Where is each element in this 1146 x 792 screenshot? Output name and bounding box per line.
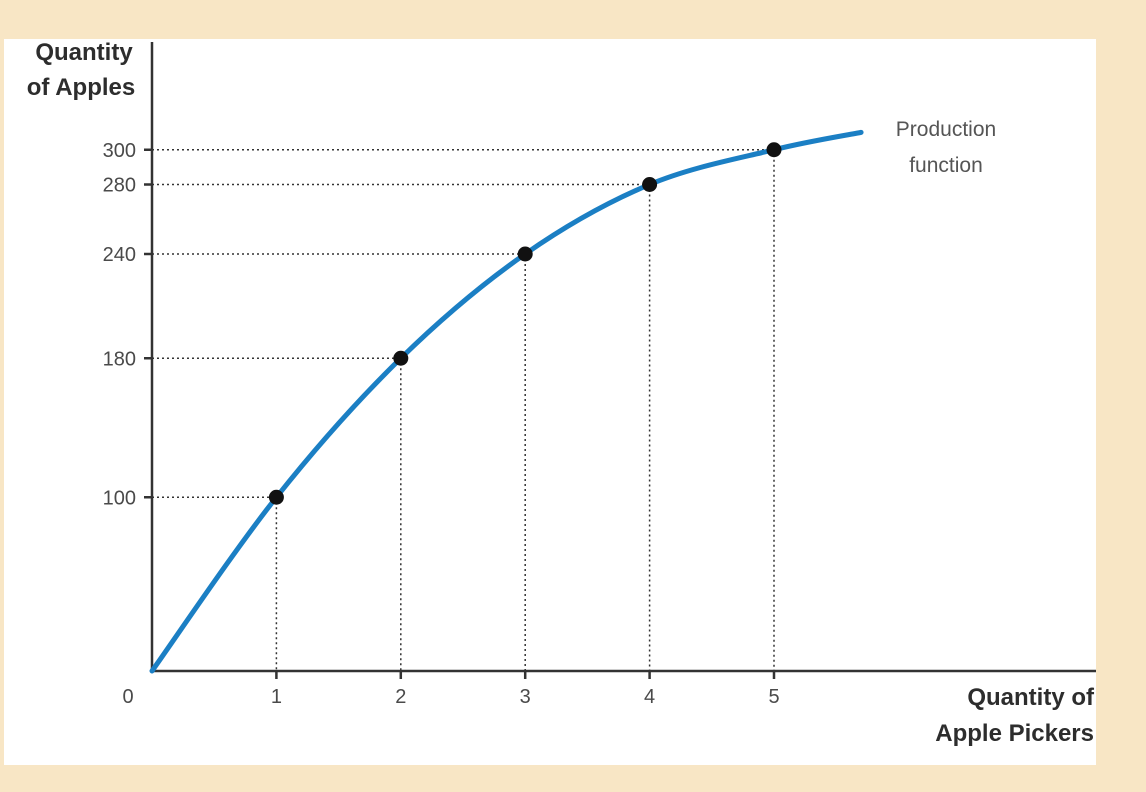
curve-annotation-line-2: function [909, 154, 983, 177]
y-axis-title-line-2: of Apples [27, 74, 135, 101]
production-function-curve [149, 129, 864, 674]
data-point-4 [642, 177, 658, 192]
data-point-2 [393, 350, 409, 366]
origin-label: 0 [122, 686, 133, 708]
curve-annotation-line-1: Production [896, 118, 996, 141]
data-points [268, 142, 782, 505]
y-tick-label: 240 [103, 244, 136, 266]
guide-lines [152, 149, 775, 671]
data-point-3 [517, 246, 533, 262]
x-tick-label: 1 [271, 686, 282, 708]
y-tick-label: 100 [103, 487, 136, 509]
plot-panel [4, 39, 1096, 765]
x-axis-title-line-2: Apple Pickers [935, 720, 1094, 747]
data-point-5 [766, 142, 782, 158]
data-point-1 [268, 489, 284, 505]
x-tick-label: 4 [644, 686, 655, 708]
y-ticks: 100 180 240 280 300 [103, 140, 152, 509]
x-tick-label: 3 [520, 686, 531, 708]
x-tick-label: 2 [395, 686, 406, 708]
y-tick-label: 280 [103, 175, 136, 197]
y-tick-label: 180 [103, 348, 136, 370]
x-axis-title-line-1: Quantity of [967, 684, 1095, 711]
y-axis-title-line-1: Quantity [35, 39, 133, 66]
y-tick-label: 300 [103, 140, 136, 162]
x-tick-label: 5 [768, 686, 779, 708]
x-ticks: 1 2 3 4 5 [271, 671, 780, 708]
